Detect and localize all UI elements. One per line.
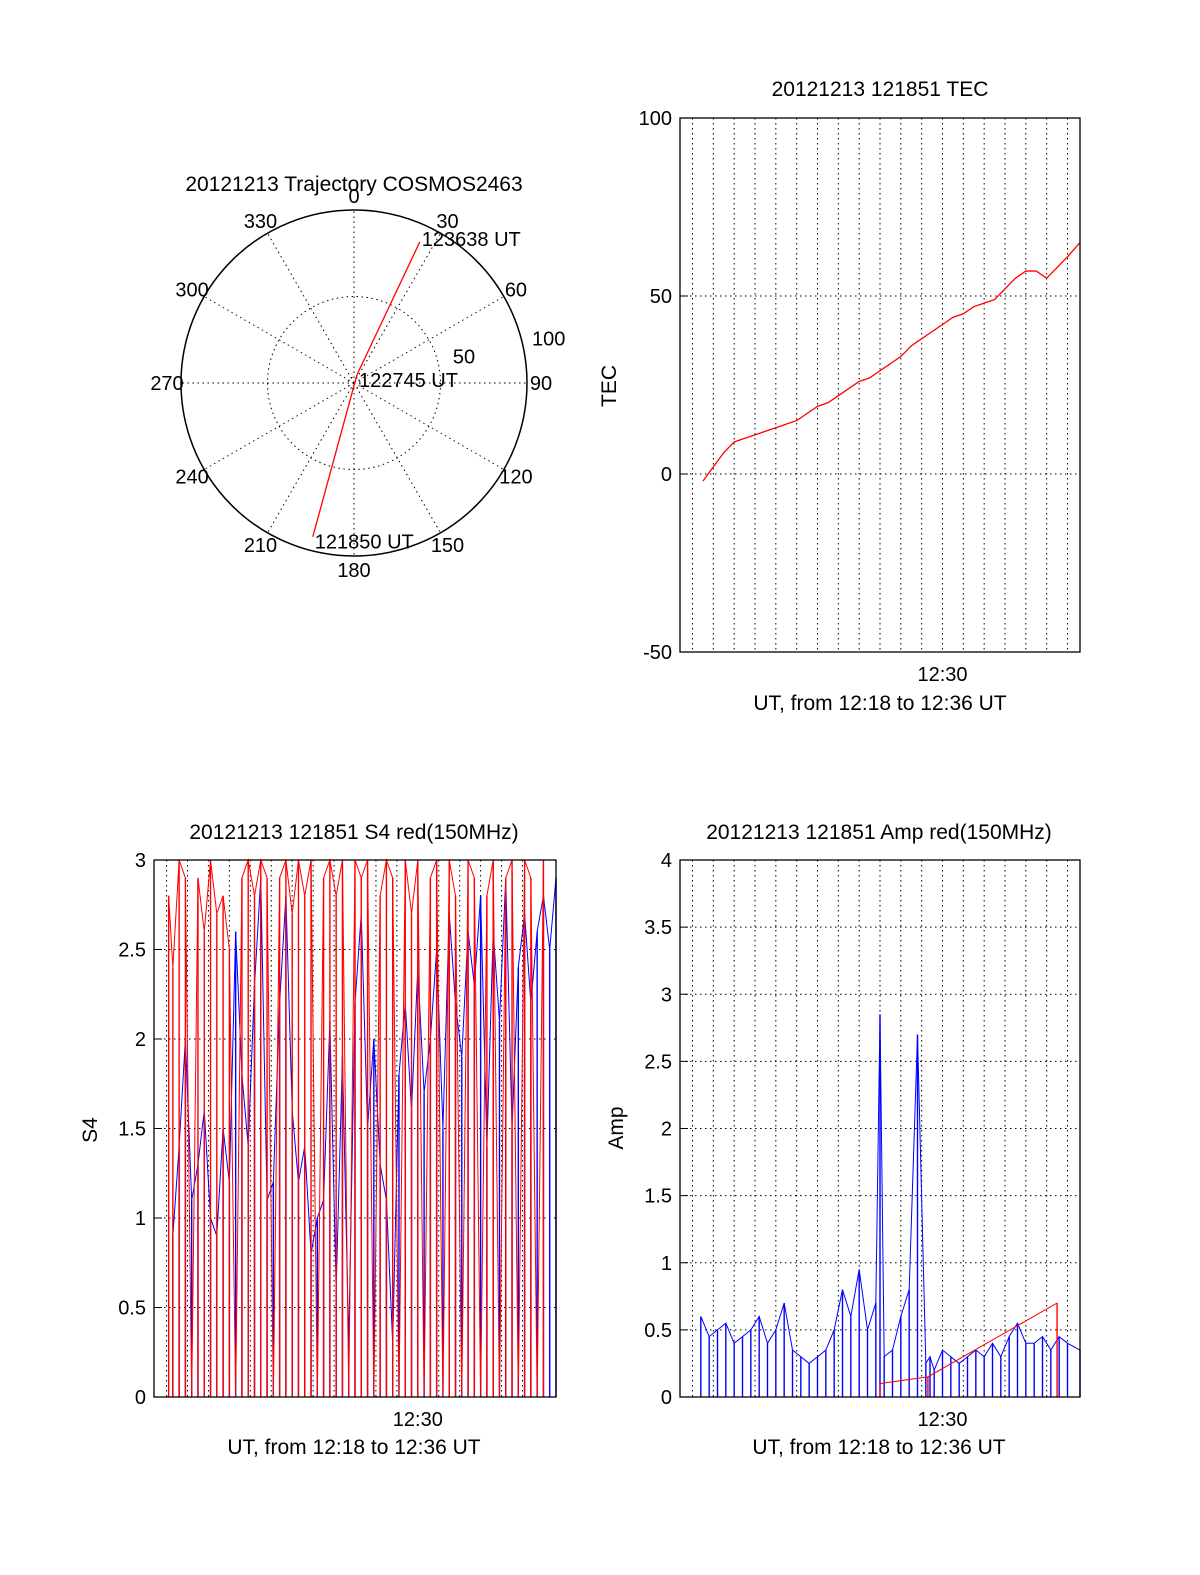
radial-label-50: 50 — [453, 347, 475, 369]
ytick-label-2: 2 — [135, 1029, 146, 1051]
polar-spoke-330 — [267, 232, 355, 384]
azimuth-label-90: 90 — [530, 373, 552, 395]
amp-title: 20121213 121851 Amp red(150MHz) — [706, 821, 1052, 844]
amp-frame — [679, 859, 1081, 1398]
ytick-label-0.5: 0.5 — [644, 1320, 672, 1342]
ytick-label-4: 4 — [661, 850, 672, 872]
ytick-label-0: 0 — [135, 1387, 146, 1409]
azimuth-label-210: 210 — [244, 535, 277, 557]
polar-spoke-300 — [203, 296, 355, 384]
ytick-label-3.5: 3.5 — [644, 917, 672, 939]
xtick-label-12:30: 12:30 — [917, 664, 967, 686]
s4-tick-labels: 0 0.5 1 1.5 2 2.5 3 12:30 — [118, 850, 443, 1431]
ytick-label-3: 3 — [135, 850, 146, 872]
trajectory-label-0: 121850 UT — [315, 532, 414, 554]
s4-series — [167, 858, 557, 1398]
ytick-label-1: 1 — [135, 1208, 146, 1230]
amp-series — [700, 1014, 1081, 1397]
ytick-label-1.5: 1.5 — [118, 1119, 146, 1141]
ytick-label-0: 0 — [661, 464, 672, 486]
ytick-label-1: 1 — [661, 1253, 672, 1275]
tec-ylabel: TEC — [598, 365, 621, 407]
ytick-label--50: -50 — [643, 642, 672, 664]
polar-spoke-30 — [353, 232, 441, 384]
s4-chart: 20121213 121851 S4 red(150MHz) S4 UT, fr… — [79, 821, 557, 1459]
tec-frame — [679, 117, 1081, 653]
amp-xlabel: UT, from 12:18 to 12:36 UT — [752, 1436, 1005, 1459]
polar-spoke-210 — [267, 382, 355, 534]
trajectory-title: 20121213 Trajectory COSMOS2463 — [185, 173, 522, 196]
azimuth-label-240: 240 — [175, 467, 208, 489]
trajectory-polar-chart: 20121213 Trajectory COSMOS2463 0 30 60 90 12… — [150, 173, 565, 582]
azimuth-label-270: 270 — [150, 373, 183, 395]
ytick-label-2: 2 — [661, 1119, 672, 1141]
series-0-line — [700, 1014, 1081, 1372]
tec-grid — [680, 117, 1080, 653]
amp-ylabel: Amp — [605, 1106, 628, 1149]
amp-chart: 20121213 121851 Amp red(150MHz) Amp UT, … — [605, 821, 1081, 1459]
ytick-label-3: 3 — [661, 984, 672, 1006]
tec-title: 20121213 121851 TEC — [772, 78, 989, 101]
ytick-label-1.5: 1.5 — [644, 1186, 672, 1208]
azimuth-label-150: 150 — [431, 535, 464, 557]
tec-line — [702, 242, 1081, 482]
ytick-label-100: 100 — [639, 108, 672, 130]
series-0-line — [172, 877, 557, 1344]
xtick-label-12:30: 12:30 — [393, 1409, 443, 1431]
polar-outer-circle — [180, 209, 528, 557]
tec-chart: 20121213 121851 TEC TEC UT, from 12:18 t… — [598, 78, 1081, 715]
radial-label-100: 100 — [532, 329, 565, 351]
s4-ylabel: S4 — [79, 1117, 102, 1143]
tec-series — [702, 242, 1081, 482]
ytick-label-50: 50 — [650, 286, 672, 308]
polar-azimuth-labels: 0 30 60 90 120 150 180 210 240 270 300 330 — [150, 186, 552, 582]
azimuth-label-330: 330 — [244, 211, 277, 233]
ytick-label-0: 0 — [661, 1387, 672, 1409]
trajectory-track: 121850 UT 122745 UT 123638 UT — [312, 229, 521, 554]
xtick-label-12:30: 12:30 — [917, 1409, 967, 1431]
tec-tick-labels: -50 0 50 100 12:30 — [639, 108, 968, 686]
polar-spoke-60 — [353, 296, 505, 384]
s4-title: 20121213 121851 S4 red(150MHz) — [189, 821, 518, 844]
polar-spoke-120 — [353, 382, 505, 470]
azimuth-label-300: 300 — [175, 280, 208, 302]
trajectory-line — [312, 241, 421, 537]
trajectory-label-2: 123638 UT — [422, 229, 521, 251]
amp-tick-labels: 0 0.5 1 1.5 2 2.5 3 3.5 4 12:30 — [644, 850, 967, 1431]
trajectory-label-1: 122745 UT — [359, 370, 458, 392]
s4-frame — [153, 859, 557, 1398]
polar-spoke-150 — [353, 382, 441, 534]
azimuth-label-30: 30 — [436, 211, 458, 233]
series-1-line — [879, 1302, 1058, 1385]
azimuth-label-0: 0 — [348, 186, 359, 208]
azimuth-label-60: 60 — [505, 280, 527, 302]
azimuth-label-180: 180 — [337, 560, 370, 582]
polar-grid — [180, 209, 528, 557]
tec-xlabel: UT, from 12:18 to 12:36 UT — [753, 692, 1006, 715]
ytick-label-0.5: 0.5 — [118, 1298, 146, 1320]
polar-radial-labels: 50 100 — [453, 329, 565, 369]
ytick-label-2.5: 2.5 — [118, 940, 146, 962]
polar-spoke-240 — [203, 382, 355, 470]
s4-xlabel: UT, from 12:18 to 12:36 UT — [227, 1436, 480, 1459]
ytick-label-2.5: 2.5 — [644, 1051, 672, 1073]
azimuth-label-120: 120 — [499, 467, 532, 489]
